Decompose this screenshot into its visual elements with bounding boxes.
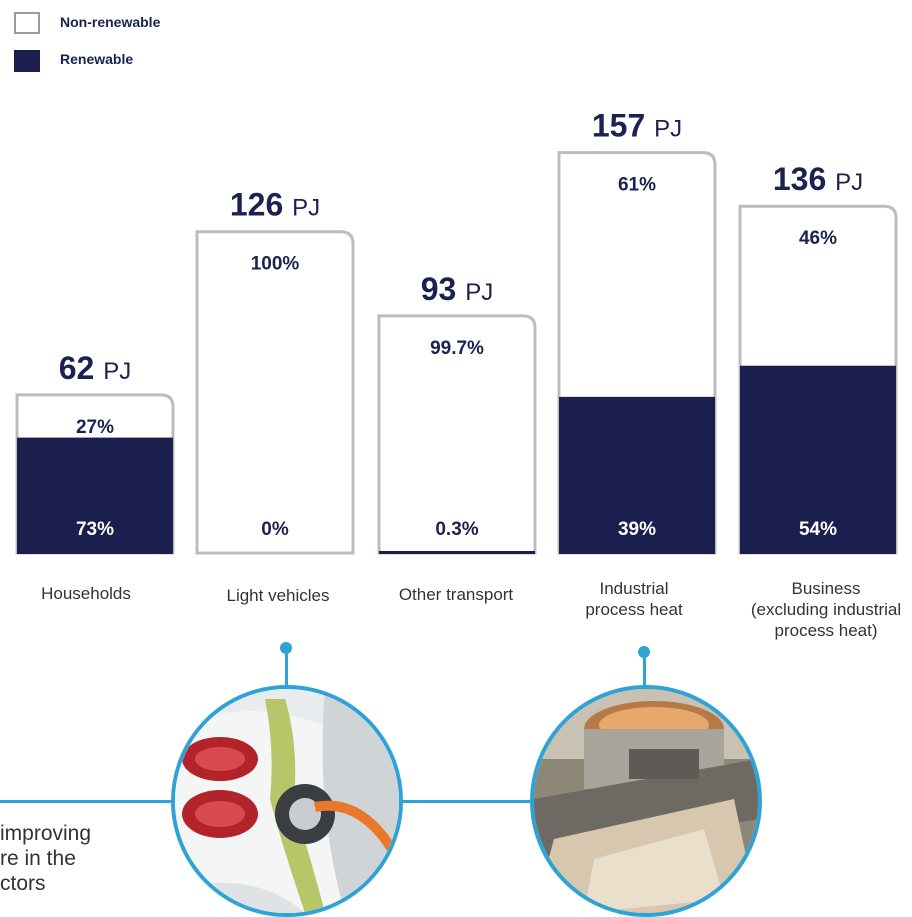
bar-1-renewable-label: 0% (261, 519, 289, 540)
connector-line-middle (395, 800, 535, 803)
bar-2-non-renewable-segment (377, 314, 537, 555)
category-label-business: Business (excluding industrial process h… (731, 578, 912, 641)
bar-1-non-renewable-segment (195, 230, 355, 555)
bar-0-renewable-segment (17, 437, 173, 554)
caption-line: re in the (0, 847, 76, 870)
connector-dot-industrial (638, 646, 650, 658)
bar-3-renewable-label: 39% (618, 519, 656, 540)
bar-4-renewable-segment (740, 365, 896, 554)
category-label-light-vehicles: Light vehicles (188, 585, 368, 606)
category-label-line: Industrial (599, 579, 669, 598)
bar-0-renewable-label: 73% (76, 519, 114, 540)
legend-label-renewable: Renewable (60, 51, 134, 67)
electric-car-charging-photo (171, 685, 403, 917)
category-label-other-transport: Other transport (366, 584, 546, 605)
category-label-line: Households (41, 584, 131, 603)
bar-2-renewable-segment (379, 551, 535, 554)
bar-1-non-renewable-label: 100% (251, 254, 300, 275)
bar-3-total-label: 157 PJ (592, 108, 682, 144)
caption-line: ctors (0, 872, 46, 895)
bar-4-total-label: 136 PJ (773, 161, 863, 197)
bar-4-non-renewable-label: 46% (799, 228, 837, 249)
caption-text: improving re in the ctors (0, 821, 91, 896)
category-label-line: Light vehicles (226, 586, 330, 605)
electric-car-charging-icon (175, 689, 399, 913)
category-label-line: Other transport (398, 585, 514, 604)
bar-0-total-label: 62 PJ (59, 350, 132, 386)
legend-swatch-non-renewable (14, 12, 40, 34)
category-label-line: process heat (585, 600, 683, 619)
connector-dot-ev (280, 642, 292, 654)
connector-line-left (0, 800, 175, 803)
bar-2-non-renewable-label: 99.7% (430, 338, 484, 359)
category-label-households: Households (0, 583, 176, 604)
connector-stem-ev (285, 650, 288, 690)
legend-swatch-renewable (14, 50, 40, 72)
bar-3-renewable-segment (559, 396, 715, 554)
bar-0-non-renewable-label: 27% (76, 417, 114, 438)
industrial-furnace-icon (534, 689, 758, 913)
caption-line: improving (0, 822, 92, 845)
bar-4-renewable-label: 54% (799, 519, 837, 540)
legend-label-non-renewable: Non-renewable (60, 14, 161, 30)
industrial-process-heat-photo (530, 685, 762, 917)
bar-3-non-renewable-label: 61% (618, 175, 656, 196)
bar-1-total-label: 126 PJ (230, 187, 320, 223)
bar-2-total-label: 93 PJ (421, 271, 494, 307)
category-label-line: (excluding industrial (750, 600, 902, 619)
category-label-line: Business (791, 579, 861, 598)
category-label-industrial-process-heat: Industrial process heat (544, 578, 724, 620)
connector-stem-industrial (643, 652, 646, 692)
bar-2-renewable-label: 0.3% (435, 519, 478, 540)
category-label-line: process heat) (774, 621, 878, 640)
